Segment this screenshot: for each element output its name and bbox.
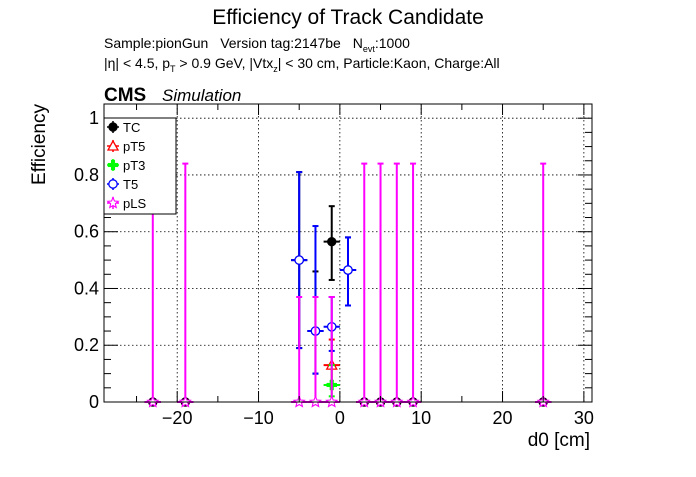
y-axis-title: Efficiency bbox=[29, 104, 50, 185]
legend-label: pT3 bbox=[123, 158, 145, 173]
y-tick-label: 0.2 bbox=[74, 335, 99, 355]
x-tick-label: −10 bbox=[243, 408, 274, 428]
marker bbox=[357, 395, 371, 408]
sample-label: Sample:pionGun bbox=[104, 35, 208, 51]
vtxz-subscript: z bbox=[273, 64, 278, 74]
legend-label: pLS bbox=[123, 196, 146, 211]
legend-marker bbox=[107, 159, 119, 171]
pt-subscript: T bbox=[170, 64, 176, 74]
marker bbox=[325, 395, 339, 408]
nevt-subscript: evt bbox=[363, 44, 376, 54]
legend-item-tc: TC bbox=[107, 120, 140, 135]
cuts-part-c: | < 30 cm, Particle:Kaon, Charge:All bbox=[278, 55, 500, 71]
marker bbox=[390, 395, 404, 408]
data-point bbox=[323, 205, 340, 281]
x-tick-label: 20 bbox=[493, 408, 513, 428]
simulation-label: Simulation bbox=[162, 86, 241, 105]
nevt-value: :1000 bbox=[375, 35, 410, 51]
x-axis-title: d0 [cm] bbox=[528, 430, 590, 451]
data-point bbox=[307, 295, 324, 408]
marker bbox=[146, 395, 160, 408]
cms-label: CMS bbox=[104, 85, 146, 106]
y-tick-label: 1 bbox=[89, 108, 99, 128]
legend-label: TC bbox=[123, 120, 140, 135]
legend-label: T5 bbox=[123, 177, 138, 192]
plot-frame bbox=[103, 103, 593, 403]
x-tick-label: 0 bbox=[335, 408, 345, 428]
header-line-2: |η| < 4.5, pT > 0.9 GeV, |Vtxz| < 30 cm,… bbox=[104, 55, 500, 74]
x-tick-label: 30 bbox=[574, 408, 594, 428]
legend-item-t5: T5 bbox=[107, 177, 138, 192]
y-tick-label: 0.6 bbox=[74, 222, 99, 242]
legend-marker bbox=[106, 196, 120, 209]
axes: −20 −10 0 10 20 30 0 0.2 0.4 0.6 0.8 1 bbox=[74, 103, 594, 428]
header-line-1: Sample:pionGun Version tag:2147be Nevt:1… bbox=[104, 35, 410, 54]
legend-marker bbox=[106, 139, 120, 151]
y-tick-label: 0.8 bbox=[74, 165, 99, 185]
y-tick-label: 0.4 bbox=[74, 278, 99, 298]
version-label: Version tag:2147be bbox=[220, 35, 341, 51]
marker bbox=[343, 265, 353, 275]
data-point bbox=[339, 236, 357, 307]
cuts-part-b: > 0.9 GeV, |Vtx bbox=[176, 55, 274, 71]
nevt-n: N bbox=[353, 35, 363, 51]
marker bbox=[178, 395, 192, 408]
marker bbox=[294, 255, 305, 265]
y-tick-label: 0 bbox=[89, 392, 99, 412]
legend-marker bbox=[108, 179, 118, 189]
cuts-part-a: |η| < 4.5, p bbox=[104, 55, 170, 71]
legend: TC pT5 pT3 T5 pLS bbox=[103, 117, 177, 215]
legend-marker bbox=[108, 122, 118, 132]
x-tick-label: −20 bbox=[162, 408, 193, 428]
legend-label: pT5 bbox=[123, 139, 145, 154]
legend-item-pt3: pT3 bbox=[107, 158, 145, 173]
legend-item-pls: pLS bbox=[106, 196, 146, 211]
marker bbox=[308, 395, 323, 408]
chart-title: Efficiency of Track Candidate bbox=[212, 6, 484, 29]
legend-item-pt5: pT5 bbox=[106, 139, 145, 154]
marker bbox=[406, 395, 420, 408]
marker bbox=[327, 236, 337, 247]
x-tick-label: 10 bbox=[411, 408, 431, 428]
